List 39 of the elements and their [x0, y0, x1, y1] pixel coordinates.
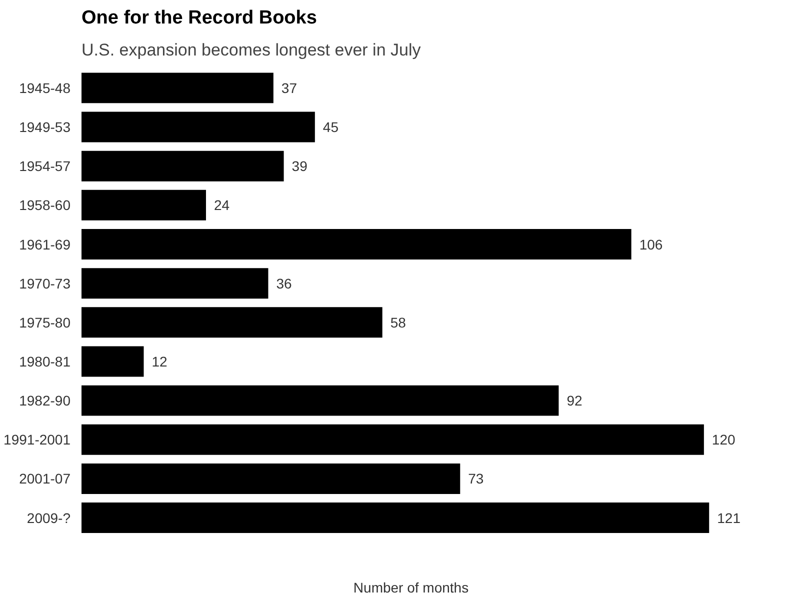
y-tick-label: 1991-2001	[4, 432, 71, 448]
bar	[82, 346, 144, 377]
data-label: 58	[390, 314, 406, 330]
y-tick-label: 1975-80	[19, 314, 71, 330]
data-label: 39	[292, 158, 308, 174]
data-label: 92	[566, 392, 582, 409]
y-tick-label: 1980-81	[19, 353, 71, 370]
y-tick-label: 1954-57	[19, 158, 71, 174]
y-tick-label: 1970-73	[19, 275, 71, 292]
bar	[82, 112, 315, 142]
bar	[82, 229, 632, 260]
y-tick-label: 1961-69	[19, 236, 71, 252]
bar	[82, 385, 559, 416]
data-label: 121	[717, 510, 741, 526]
y-tick-label: 1982-90	[19, 392, 71, 409]
data-label: 24	[214, 197, 230, 214]
y-tick-label: 2001-07	[19, 470, 71, 487]
bar	[82, 72, 274, 104]
data-label: 120	[712, 432, 736, 448]
data-label: 45	[322, 119, 339, 136]
bar	[82, 424, 704, 455]
x-axis-title: Number of months	[353, 580, 469, 596]
y-tick-label: 1945-48	[19, 80, 71, 96]
bar	[82, 268, 268, 299]
chart-subtitle: U.S. expansion becomes longest ever in July	[82, 40, 422, 60]
bar	[82, 502, 710, 534]
y-tick-label: 1949-53	[19, 119, 71, 136]
bar	[82, 150, 284, 182]
data-label: 12	[152, 353, 168, 370]
y-tick-label: 1958-60	[19, 197, 71, 214]
chart-title: One for the Record Books	[82, 8, 317, 28]
y-tick-label: 2009-?	[26, 510, 71, 526]
data-label: 36	[276, 275, 292, 292]
data-label: 106	[639, 236, 663, 252]
bar	[82, 463, 460, 494]
data-label: 73	[468, 470, 484, 487]
bar	[82, 190, 206, 220]
bar	[82, 307, 382, 338]
data-label: 37	[281, 80, 298, 96]
